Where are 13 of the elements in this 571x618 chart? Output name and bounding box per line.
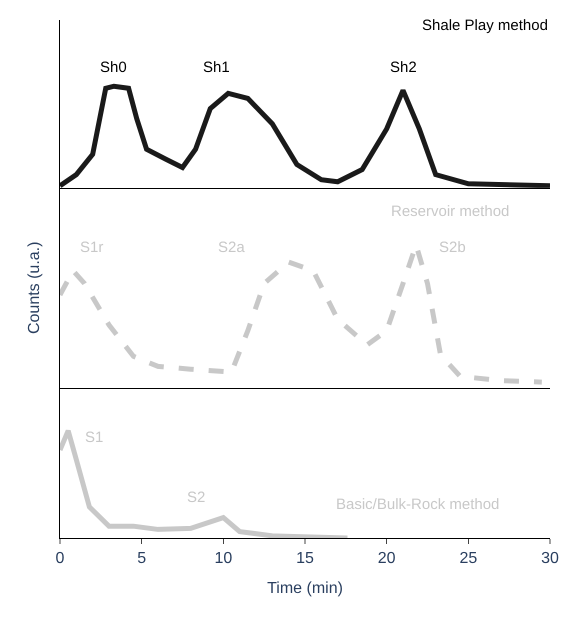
text: Sh2 — [390, 59, 417, 76]
x-tick-label: 0 — [56, 550, 65, 568]
x-tick-label: 20 — [378, 550, 396, 568]
x-tick-label: 25 — [459, 550, 478, 568]
x-axis-title: Time (min) — [267, 580, 343, 597]
x-tick-label: 30 — [541, 550, 559, 568]
chart-title: Shale Play method — [422, 17, 548, 34]
x-tick-label: 5 — [137, 550, 146, 568]
x-tick-label: 15 — [296, 550, 314, 568]
y-axis-title: Counts (u.a.) — [26, 242, 43, 334]
text: Sh0 — [100, 59, 127, 76]
text: Sh1 — [203, 59, 230, 76]
x-tick-label: 10 — [214, 550, 232, 568]
